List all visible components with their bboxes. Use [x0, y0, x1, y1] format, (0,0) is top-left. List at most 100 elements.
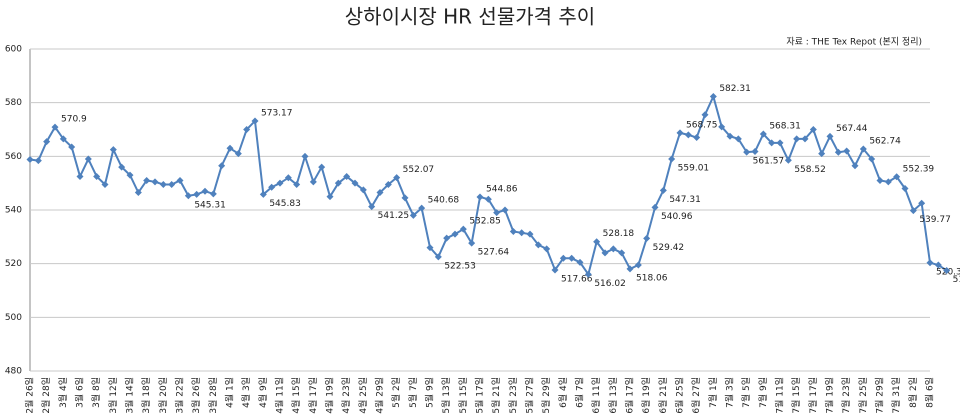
data-point: [234, 150, 242, 158]
data-point: [259, 190, 267, 198]
x-tick-label: 7월 9일: [757, 377, 769, 408]
data-point: [901, 185, 909, 193]
x-tick-label: 7월 15일: [790, 377, 802, 414]
data-label: 516.02: [594, 279, 626, 289]
data-point: [851, 162, 859, 170]
data-label: 529.42: [653, 243, 685, 253]
data-label: 517.47: [953, 275, 960, 285]
data-point: [476, 193, 484, 201]
data-point: [451, 230, 459, 238]
x-tick-label: 3월 22일: [174, 377, 186, 414]
x-tick-label: 8월 6일: [924, 377, 936, 408]
data-point: [218, 162, 226, 170]
data-label: 545.83: [269, 199, 301, 209]
data-point: [59, 135, 67, 143]
x-tick-label: 7월 3일: [724, 377, 736, 408]
x-tick-label: 3월 26일: [190, 377, 202, 414]
data-point: [609, 245, 617, 253]
x-tick-label: 3월 18일: [140, 377, 152, 414]
data-point: [26, 156, 34, 164]
data-point: [351, 179, 359, 187]
data-label: 552.39: [903, 164, 935, 174]
x-tick-label: 6월 13일: [607, 377, 619, 414]
data-label: 567.44: [836, 124, 868, 134]
x-tick-label: 5월 17일: [474, 377, 486, 414]
x-tick-label: 6월 4일: [557, 377, 569, 408]
data-point: [634, 261, 642, 269]
data-label: 545.31: [194, 200, 226, 210]
x-tick-label: 5월 15일: [457, 377, 469, 414]
x-tick-label: 7월 23일: [840, 377, 852, 414]
x-tick-label: 4월 25일: [357, 377, 369, 414]
x-tick-label: 4월 3일: [240, 377, 252, 408]
data-point: [376, 189, 384, 197]
data-point: [384, 181, 392, 189]
data-point: [534, 241, 542, 249]
data-point: [159, 181, 167, 189]
data-point: [809, 126, 817, 133]
data-label: 540.68: [428, 196, 460, 206]
data-point: [893, 173, 901, 181]
x-tick-label: 5월 2일: [390, 377, 402, 408]
data-point: [751, 148, 759, 156]
x-tick-label: 3월 20일: [157, 377, 169, 414]
data-point: [193, 190, 201, 198]
data-point: [343, 172, 351, 180]
data-point: [426, 244, 434, 252]
x-tick-label: 3월 6일: [74, 377, 86, 408]
data-label: 540.96: [661, 212, 693, 222]
x-tick-label: 4월 15일: [290, 377, 302, 414]
x-tick-label: 6월 17일: [624, 377, 636, 414]
x-tick-label: 3월 12일: [107, 377, 119, 414]
data-point: [68, 143, 76, 151]
data-label: 552.07: [403, 165, 435, 175]
data-point: [51, 123, 59, 131]
data-label: 568.31: [769, 122, 801, 132]
y-tick-label: 600: [5, 45, 22, 55]
x-tick-label: 4월 23일: [340, 377, 352, 414]
x-tick-label: 6월 27일: [690, 377, 702, 414]
data-point: [743, 148, 751, 156]
data-label: 544.86: [486, 184, 518, 194]
data-point: [84, 155, 92, 163]
data-point: [484, 195, 492, 203]
source-note: 자료 : THE Tex Repot (본지 정리): [786, 37, 922, 48]
data-label: 518.06: [636, 273, 668, 283]
data-point: [301, 152, 309, 160]
x-tick-label: 8월 2일: [907, 377, 919, 408]
x-tick-label: 5월 21일: [490, 377, 502, 414]
x-tick-label: 7월 29일: [874, 377, 886, 414]
x-tick-label: 6월 19일: [640, 377, 652, 414]
data-point: [93, 172, 101, 180]
data-point: [318, 163, 326, 171]
x-tick-label: 7월 25일: [857, 377, 869, 414]
data-point: [568, 254, 576, 262]
data-point: [509, 227, 517, 235]
data-point: [601, 249, 609, 257]
data-point: [843, 147, 851, 155]
data-point: [276, 179, 284, 187]
x-tick-label: 5월 23일: [507, 377, 519, 414]
y-tick-label: 540: [5, 206, 22, 216]
x-tick-label: 2월 26일: [24, 377, 36, 414]
x-tick-label: 7월 1일: [707, 377, 719, 408]
data-point: [459, 225, 467, 233]
data-point: [393, 174, 401, 182]
data-point: [468, 239, 476, 247]
data-label: 517.66: [561, 274, 593, 284]
data-point: [34, 157, 42, 165]
data-point: [726, 132, 734, 140]
data-point: [626, 265, 634, 273]
data-point: [109, 146, 117, 154]
data-label: 547.31: [669, 195, 701, 205]
x-tick-label: 7월 19일: [824, 377, 836, 414]
data-point: [268, 183, 276, 191]
data-point: [559, 254, 567, 262]
y-tick-label: 480: [5, 367, 22, 377]
data-point: [876, 176, 884, 184]
data-point: [826, 132, 834, 140]
data-label: 573.17: [261, 108, 293, 118]
data-point: [868, 155, 876, 163]
data-point: [834, 148, 842, 156]
